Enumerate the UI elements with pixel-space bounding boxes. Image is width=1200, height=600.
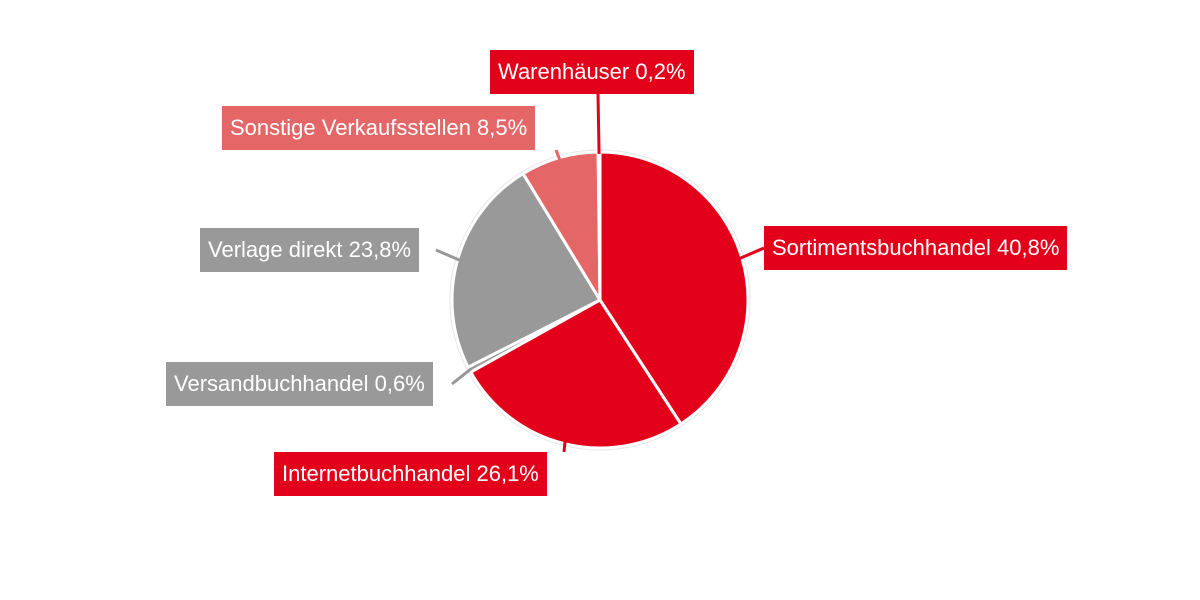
label-internetbuchhandel: Internetbuchhandel 26,1%: [274, 452, 547, 496]
connector-warenhauser: [596, 93, 601, 155]
connector-sonstige-verkaufsstellen: [554, 149, 562, 161]
label-verlage-direkt: Verlage direkt 23,8%: [200, 228, 420, 272]
connector-versandbuchhandel: [451, 367, 473, 386]
connector-sortimentsbuchhandel: [739, 246, 765, 260]
label-sortimentsbuchhandel: Sortimentsbuchhandel 40,8%: [764, 226, 1068, 270]
connector-verlage-direkt: [435, 248, 461, 262]
label-connectors: [435, 93, 765, 453]
pie-slice-warenhauser: [596, 150, 602, 302]
label-warenhaeuser: Warenhäuser 0,2%: [490, 50, 694, 94]
connector-internetbuchhandel: [562, 441, 567, 453]
pie-slices: [449, 149, 751, 451]
label-sonstige-verkaufsstellen: Sonstige Verkaufsstellen 8,5%: [222, 106, 536, 150]
label-versandbuchhandel: Versandbuchhandel 0,6%: [166, 362, 433, 406]
